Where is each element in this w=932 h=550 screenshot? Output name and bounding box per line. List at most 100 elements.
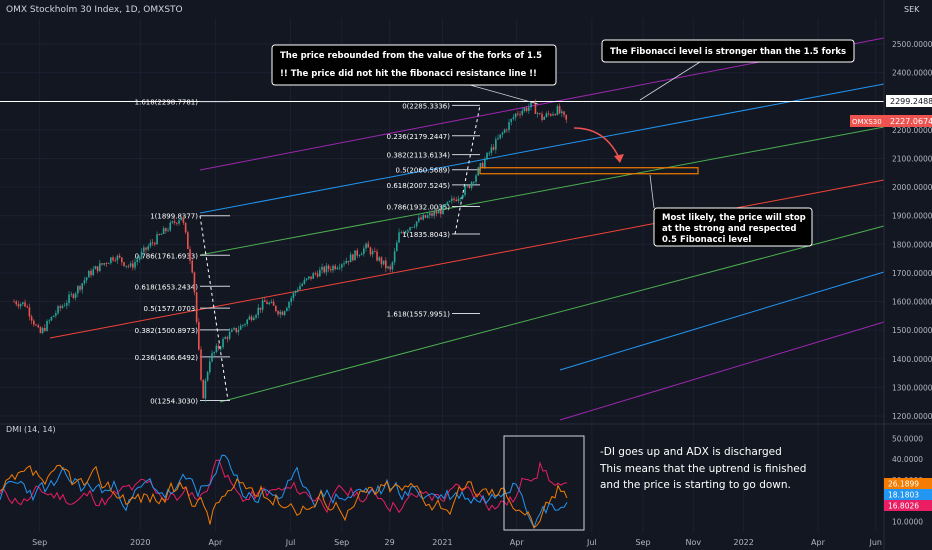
candle-body xyxy=(385,260,387,269)
stop-note-box[interactable] xyxy=(653,207,813,247)
candle-body xyxy=(301,283,304,286)
candle-body xyxy=(292,292,295,299)
candle-body xyxy=(195,292,198,322)
fib2-leg xyxy=(454,105,481,235)
candle-body xyxy=(235,327,238,333)
fib1-label: 1(1899.8377) xyxy=(150,213,198,221)
candle-body xyxy=(543,116,546,120)
candle-body xyxy=(437,209,440,214)
candle-body xyxy=(446,201,449,205)
candle-body xyxy=(125,265,128,267)
candle-body xyxy=(308,276,310,279)
y-tick-label: 2100.0000 xyxy=(892,154,932,163)
candle-body xyxy=(169,222,172,231)
candle-body xyxy=(431,213,433,216)
candle-body xyxy=(495,139,497,150)
x-tick-label: Nov xyxy=(686,538,702,547)
candle-body xyxy=(107,263,110,264)
candle-body xyxy=(407,230,409,232)
candle-body xyxy=(325,265,328,273)
candle-body xyxy=(239,325,242,330)
candle-body xyxy=(79,286,81,290)
candle-body xyxy=(264,300,266,302)
candle-body xyxy=(369,247,372,255)
candle-body xyxy=(433,211,436,216)
candle-body xyxy=(123,262,125,267)
candle-body xyxy=(444,204,447,206)
y-tick-label: 1200.0000 xyxy=(892,412,932,421)
candle-body xyxy=(129,263,132,267)
x-tick-label: Apr xyxy=(811,538,826,547)
pitchfork-line xyxy=(199,126,885,256)
candle-body xyxy=(17,304,20,307)
candle-body xyxy=(466,185,469,187)
overlays xyxy=(469,61,701,209)
candle-body xyxy=(376,251,378,261)
candle-body xyxy=(253,317,255,321)
candle-body xyxy=(277,311,279,315)
candle-body xyxy=(94,266,97,270)
y-tick-label: 1900.0000 xyxy=(892,212,932,221)
candle-body xyxy=(200,349,202,380)
candle-body xyxy=(415,221,418,227)
candle-body xyxy=(105,263,108,264)
candle-body xyxy=(92,269,95,276)
candle-body xyxy=(211,353,213,362)
candle-body xyxy=(191,260,194,273)
candle-body xyxy=(270,301,273,303)
candle-body xyxy=(77,286,79,294)
candle-body xyxy=(378,257,381,261)
candle-body xyxy=(156,234,158,245)
forks-note-box[interactable] xyxy=(271,44,557,86)
forks-note-pointer xyxy=(469,84,539,105)
candle-body xyxy=(85,277,88,281)
last-price-symbol: OMXS30 xyxy=(852,118,882,126)
candle-body xyxy=(81,283,84,290)
candle-body xyxy=(173,221,176,223)
candle-body xyxy=(314,273,317,275)
candle-body xyxy=(365,243,367,249)
fib1-leg xyxy=(199,215,229,401)
x-tick-label: Apr xyxy=(209,538,224,547)
dmi-note-line1: -DI goes up and ADX is discharged xyxy=(600,446,782,458)
fib-stronger-note-box[interactable] xyxy=(601,39,855,63)
candle-body xyxy=(193,272,196,293)
candle-body xyxy=(336,267,339,270)
dmi-y-tick-label: 40.0000 xyxy=(892,455,923,464)
dmi-title: DMI (14, 14) xyxy=(6,425,56,434)
candle-body xyxy=(55,313,57,316)
dmi-badge-minus-di xyxy=(884,478,932,489)
candle-body xyxy=(44,327,46,331)
candle-body xyxy=(468,185,471,189)
x-tick-label: 2021 xyxy=(432,538,452,547)
candle-body xyxy=(28,307,31,317)
candle-body xyxy=(312,273,315,279)
candle-body xyxy=(303,279,306,284)
candle-body xyxy=(349,254,352,263)
candle-body xyxy=(68,294,70,303)
candle-body xyxy=(490,147,493,153)
candle-body xyxy=(189,249,191,261)
dmi-y-tick-label: 10.0000 xyxy=(892,518,923,527)
candle-body xyxy=(160,233,163,235)
candle-body xyxy=(424,215,427,218)
candle-body xyxy=(279,311,282,315)
candle-body xyxy=(367,243,370,248)
candle-body xyxy=(66,302,68,306)
candle-body xyxy=(420,217,422,220)
candle-body xyxy=(514,113,517,118)
candle-body xyxy=(204,380,207,399)
candle-body xyxy=(519,113,521,115)
candle-body xyxy=(138,257,141,260)
candle-body xyxy=(565,114,568,120)
fib2-label: 0.236(2179.2447) xyxy=(387,133,451,141)
candle-body xyxy=(299,285,301,290)
candle-body xyxy=(248,316,251,320)
candle-body xyxy=(358,255,361,256)
x-tick-label: Jul xyxy=(285,538,296,547)
candle-body xyxy=(178,220,180,224)
fib2-label: 0(2285.3336) xyxy=(402,102,450,110)
candle-body xyxy=(517,113,519,115)
fib2-label: 1(1835.8043) xyxy=(402,231,450,239)
